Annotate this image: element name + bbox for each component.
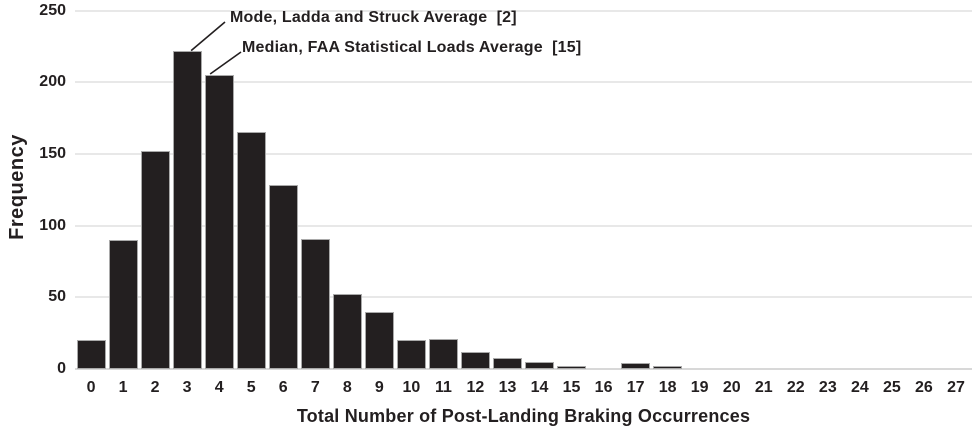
bar-category-10 bbox=[396, 340, 426, 369]
bar-category-14 bbox=[525, 361, 555, 369]
annotation-median-average: Median, FAA Statistical Loads Average [1… bbox=[242, 39, 582, 56]
bar-category-13 bbox=[492, 357, 522, 369]
gridline bbox=[75, 224, 972, 227]
x-tick-label: 25 bbox=[883, 379, 901, 396]
y-tick-label: 0 bbox=[57, 360, 66, 377]
x-tick-label: 21 bbox=[754, 379, 773, 396]
x-tick-label: 16 bbox=[594, 379, 613, 396]
bar-category-9 bbox=[364, 311, 394, 369]
x-axis-title: Total Number of Post-Landing Braking Occ… bbox=[296, 406, 751, 426]
x-tick-label: 9 bbox=[374, 379, 384, 396]
x-tick-label: 14 bbox=[530, 379, 549, 396]
y-tick-label: 150 bbox=[39, 144, 66, 162]
x-tick-label: 12 bbox=[466, 379, 485, 396]
x-tick-label: 0 bbox=[86, 379, 96, 396]
bar-category-6 bbox=[268, 185, 298, 369]
x-axis-line bbox=[75, 368, 972, 370]
x-tick-label: 19 bbox=[690, 379, 709, 396]
bar-category-5 bbox=[236, 132, 266, 369]
x-tick-label: 27 bbox=[947, 379, 965, 396]
x-tick-label: 17 bbox=[626, 379, 645, 396]
bar-category-12 bbox=[460, 351, 490, 369]
bar-category-0 bbox=[76, 340, 106, 369]
gridline bbox=[75, 9, 972, 12]
x-tick-label: 6 bbox=[278, 379, 288, 396]
bar-category-17 bbox=[621, 363, 651, 369]
x-tick-label: 13 bbox=[498, 379, 517, 396]
x-tick-label: 5 bbox=[246, 379, 256, 396]
y-tick-label: 50 bbox=[48, 288, 66, 306]
x-tick-label: 15 bbox=[562, 379, 581, 396]
gridline bbox=[75, 296, 972, 299]
x-tick-label: 22 bbox=[786, 379, 805, 396]
x-tick-label: 18 bbox=[658, 379, 677, 396]
gridline bbox=[75, 152, 972, 155]
y-tick-label: 100 bbox=[39, 216, 66, 234]
bar-category-15 bbox=[557, 366, 587, 369]
x-tick-label: 24 bbox=[850, 379, 869, 396]
x-tick-label: 26 bbox=[915, 379, 933, 396]
x-tick-label: 7 bbox=[310, 379, 320, 396]
x-tick-label: 20 bbox=[722, 379, 741, 396]
x-tick-label: 23 bbox=[818, 379, 837, 396]
gridline bbox=[75, 81, 972, 84]
x-tick-label: 4 bbox=[214, 379, 224, 396]
x-tick-label: 8 bbox=[342, 379, 352, 396]
x-tick-label: 3 bbox=[182, 379, 192, 396]
annotation-mode-average: Mode, Ladda and Struck Average [2] bbox=[230, 9, 517, 26]
x-tick-label: 2 bbox=[150, 379, 160, 396]
bar-category-18 bbox=[653, 366, 683, 369]
bar-category-4 bbox=[204, 75, 234, 369]
bar-category-7 bbox=[300, 238, 330, 369]
bar-category-8 bbox=[332, 294, 362, 369]
annotation-leader-line bbox=[190, 21, 226, 52]
bar-category-1 bbox=[108, 239, 138, 369]
bar-category-11 bbox=[428, 338, 458, 369]
bar-category-2 bbox=[140, 151, 170, 369]
x-tick-label: 11 bbox=[434, 379, 452, 396]
x-tick-label: 10 bbox=[402, 379, 421, 396]
bar-category-3 bbox=[172, 50, 202, 369]
y-tick-label: 250 bbox=[39, 1, 66, 19]
annotation-leader-line bbox=[209, 51, 242, 75]
x-tick-label: 1 bbox=[118, 379, 128, 396]
y-tick-label: 200 bbox=[39, 73, 66, 91]
